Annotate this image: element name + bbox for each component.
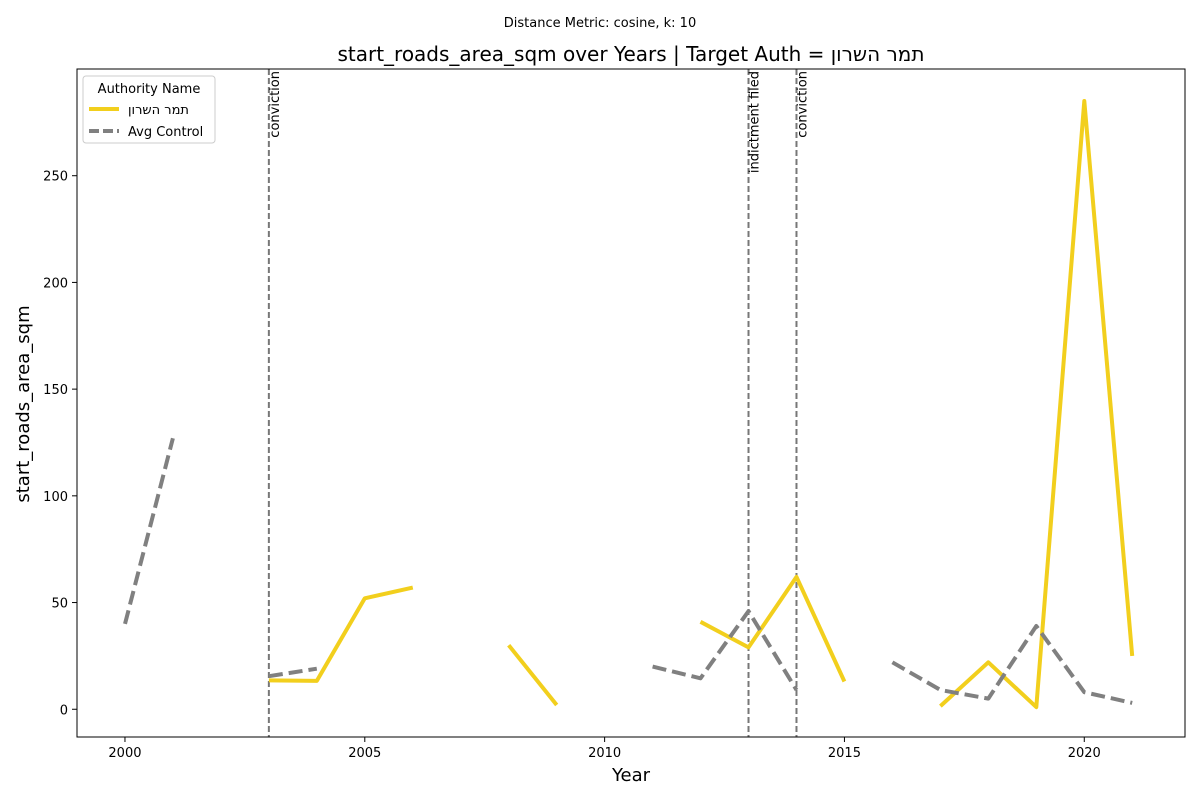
y-axis-label: start_roads_area_sqm xyxy=(13,305,34,502)
legend-title: Authority Name xyxy=(98,82,201,97)
series-line xyxy=(268,666,318,679)
x-tick-label: 2020 xyxy=(1068,746,1101,761)
y-tick-label: 0 xyxy=(60,703,68,718)
chart-suptitle: Distance Metric: cosine, k: 10 xyxy=(504,16,696,31)
legend: Authority Name תמר השרון Avg Control xyxy=(82,75,216,144)
plot-frame xyxy=(76,68,1186,738)
series-line xyxy=(123,437,175,625)
event-label: conviction xyxy=(268,71,283,138)
y-tick-label: 150 xyxy=(43,383,68,398)
x-axis-label: Year xyxy=(611,765,651,786)
series-line xyxy=(939,99,1135,710)
event-label: conviction xyxy=(795,71,810,138)
y-tick-label: 50 xyxy=(51,597,68,612)
series-line xyxy=(268,585,414,683)
y-tick-label: 200 xyxy=(43,276,68,291)
x-tick-label: 2000 xyxy=(108,746,141,761)
legend-box xyxy=(82,75,216,144)
legend-label: תמר השרון xyxy=(128,103,189,118)
event-label: indictment filed xyxy=(748,71,763,173)
x-tick-label: 2010 xyxy=(588,746,621,761)
x-tick-label: 2005 xyxy=(348,746,381,761)
legend-label: Avg Control xyxy=(128,125,203,140)
legend-items: תמר השרון Avg Control xyxy=(89,103,203,140)
series-line xyxy=(507,643,559,707)
series-layer xyxy=(123,99,1135,710)
y-tick-label: 250 xyxy=(43,170,68,185)
x-tick-label: 2015 xyxy=(828,746,861,761)
event-markers: conviction indictment filed conviction xyxy=(267,69,810,737)
y-tick-label: 100 xyxy=(43,490,68,505)
series-line xyxy=(699,574,847,683)
series-line xyxy=(652,609,799,692)
chart-title: start_roads_area_sqm over Years | Target… xyxy=(337,42,924,66)
series-line xyxy=(891,624,1133,705)
axis-ticks: 2000 2005 2010 2015 2020 0 50 100 150 200 250 xyxy=(43,170,1101,761)
